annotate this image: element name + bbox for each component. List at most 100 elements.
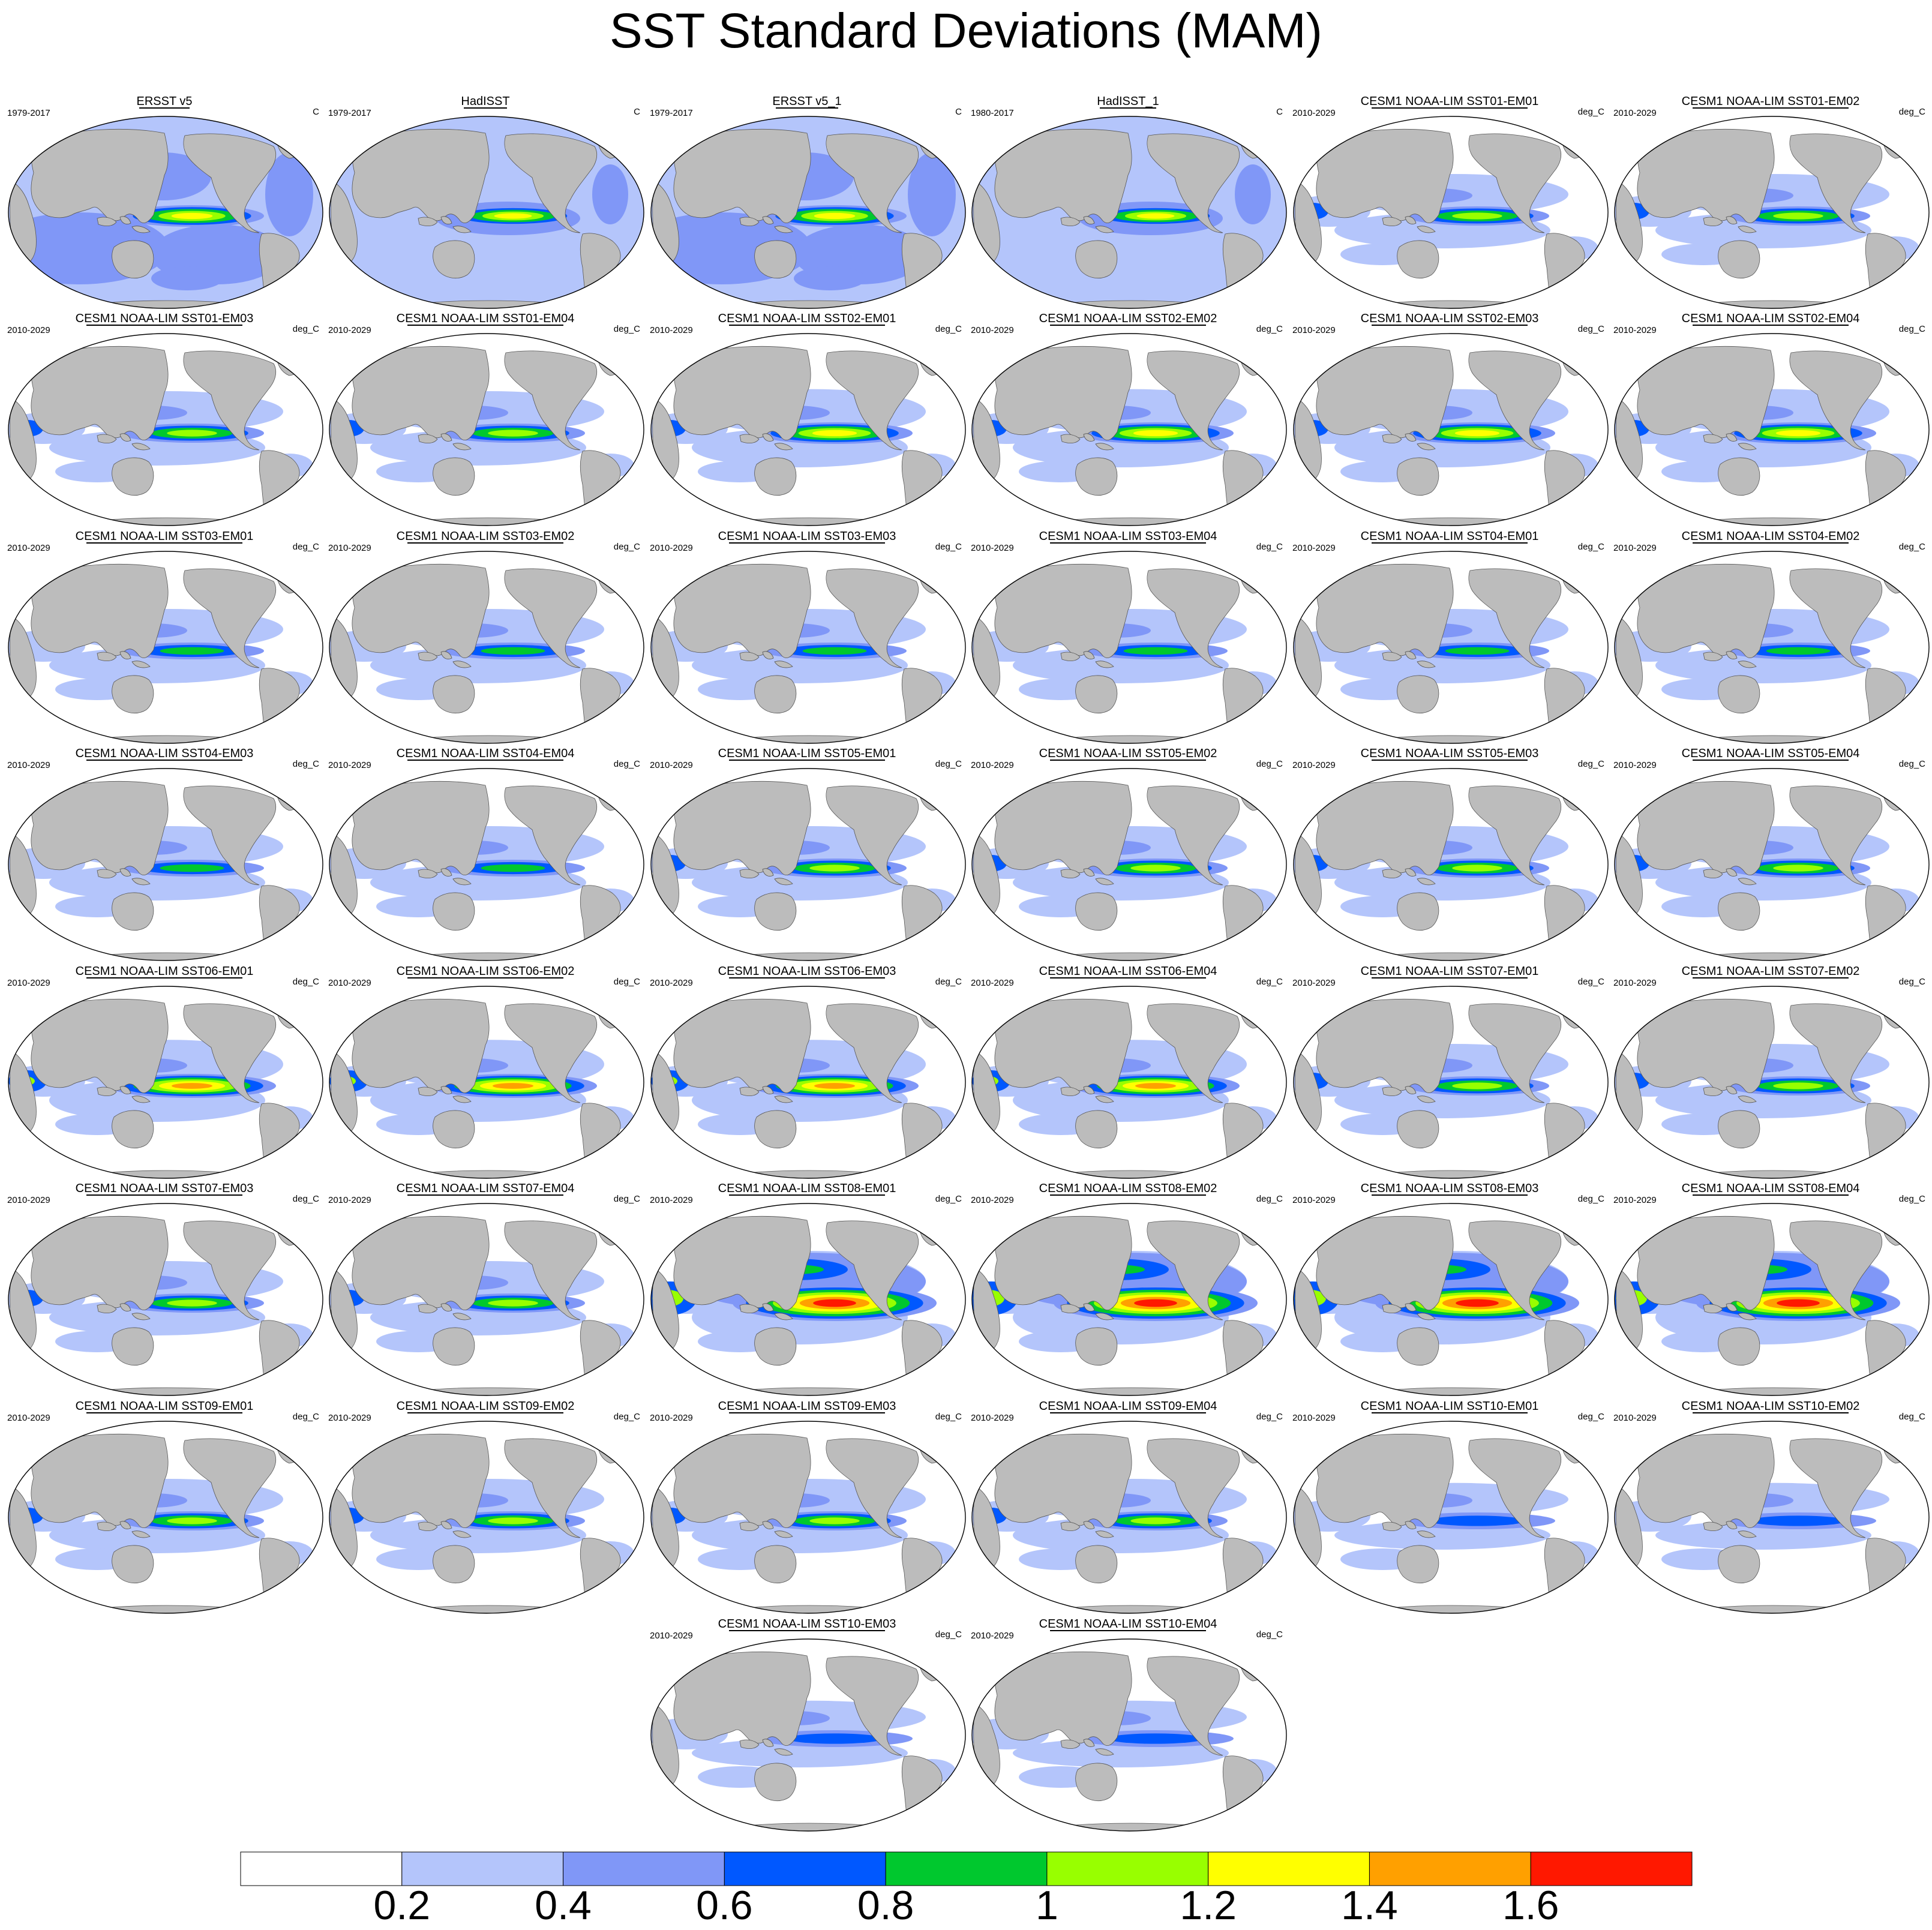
land-mass xyxy=(1095,1095,1114,1103)
map-panel: CESM1 NOAA-LIM SST05-EM03 2010-2029 deg_C xyxy=(1289,747,1610,964)
map-border xyxy=(329,116,644,309)
colorbar-swatch xyxy=(1046,1851,1209,1886)
land-mass xyxy=(1738,1313,1757,1320)
land-mass xyxy=(30,781,169,875)
map-plot xyxy=(650,1421,966,1614)
panel-title: CESM1 NOAA-LIM SST03-EM03 xyxy=(718,530,896,543)
land-mass xyxy=(1095,1313,1114,1320)
panel-period: 2010-2029 xyxy=(1613,760,1657,770)
land-mass xyxy=(774,1530,793,1538)
panel-units: deg_C xyxy=(1256,1412,1283,1422)
panel-units: deg_C xyxy=(1256,542,1283,552)
panel-period: 2010-2029 xyxy=(650,325,693,335)
land-mass xyxy=(30,1433,169,1528)
land-mass xyxy=(1397,1327,1439,1366)
land-mass xyxy=(994,1215,1132,1310)
land-mass xyxy=(1075,1545,1118,1584)
panel-period: 2010-2029 xyxy=(1613,108,1657,118)
map-border xyxy=(650,768,966,961)
land-mass xyxy=(112,675,154,714)
land-mass xyxy=(452,1530,472,1538)
sst-contour xyxy=(1750,1515,1846,1526)
map-border xyxy=(971,1638,1287,1832)
land-mass xyxy=(131,443,151,451)
land-mass xyxy=(1417,1313,1436,1320)
map-plot xyxy=(329,333,644,526)
sst-contour xyxy=(1130,1517,1181,1524)
panel-units: deg_C xyxy=(1256,1194,1283,1204)
panel-title: CESM1 NOAA-LIM SST07-EM04 xyxy=(396,1182,575,1195)
sst-contour xyxy=(809,865,860,872)
map-plot xyxy=(971,1421,1287,1614)
land-mass xyxy=(1397,240,1439,279)
panel-units: deg_C xyxy=(613,542,640,552)
land-mass xyxy=(754,1763,797,1802)
land-mass xyxy=(1083,1739,1095,1747)
map-plot xyxy=(8,333,323,526)
land-mass xyxy=(1405,1521,1417,1529)
land-mass xyxy=(440,1303,452,1311)
land-mass xyxy=(131,1095,151,1103)
panel-units: deg_C xyxy=(1898,759,1925,769)
panel-title-underline xyxy=(407,977,563,978)
map-panel: CESM1 NOAA-LIM SST09-EM03 2010-2029 deg_C xyxy=(646,1400,968,1617)
land-mass xyxy=(1147,133,1240,233)
land-mass xyxy=(1718,1110,1760,1149)
land-mass xyxy=(826,1656,919,1756)
map-border xyxy=(650,551,966,744)
map-border xyxy=(1293,333,1609,526)
land-mass xyxy=(762,1086,774,1094)
land-mass xyxy=(1382,652,1402,662)
sst-contour xyxy=(265,152,313,236)
map-border xyxy=(8,1421,323,1614)
land-mass xyxy=(131,661,151,668)
land-mass xyxy=(183,568,277,668)
panel-title: CESM1 NOAA-LIM SST02-EM01 xyxy=(718,312,896,325)
panel-title: CESM1 NOAA-LIM SST10-EM03 xyxy=(718,1617,896,1631)
land-mass xyxy=(1075,1327,1118,1366)
land-mass xyxy=(1083,433,1095,442)
land-mass xyxy=(826,1438,919,1538)
land-mass xyxy=(774,1095,793,1103)
land-mass xyxy=(97,869,117,879)
colorbar-swatch xyxy=(401,1851,564,1886)
land-mass xyxy=(351,781,490,875)
panel-period: 2010-2029 xyxy=(1292,325,1336,335)
land-mass xyxy=(1382,217,1402,227)
sst-contour xyxy=(1130,865,1181,872)
land-mass xyxy=(1095,1530,1114,1538)
panel-period: 2010-2029 xyxy=(1613,978,1657,988)
panel-units: C xyxy=(955,107,962,117)
sst-contour xyxy=(481,864,545,872)
map-plot xyxy=(1614,1203,1930,1396)
map-plot xyxy=(8,986,323,1179)
panel-period: 2010-2029 xyxy=(650,760,693,770)
land-mass xyxy=(673,1651,811,1746)
map-panel: CESM1 NOAA-LIM SST08-EM04 2010-2029 deg_C xyxy=(1610,1182,1931,1399)
land-mass xyxy=(1315,781,1454,875)
panel-period: 2010-2029 xyxy=(971,978,1014,988)
map-border xyxy=(971,986,1287,1179)
land-mass xyxy=(994,1651,1132,1746)
panel-title-underline xyxy=(139,107,190,109)
land-mass xyxy=(440,868,452,877)
land-mass xyxy=(504,1220,598,1320)
land-mass xyxy=(1095,443,1114,451)
land-mass xyxy=(1468,1438,1562,1538)
land-mass xyxy=(673,1433,811,1528)
land-mass xyxy=(754,1110,797,1149)
panel-title-underline xyxy=(86,1412,242,1413)
land-mass xyxy=(1636,998,1775,1093)
map-plot xyxy=(329,551,644,744)
map-panel: CESM1 NOAA-LIM SST07-EM03 2010-2029 deg_C xyxy=(4,1182,325,1399)
land-mass xyxy=(504,1003,598,1103)
map-panel: CESM1 NOAA-LIM SST05-EM02 2010-2029 deg_C xyxy=(967,747,1289,964)
map-border xyxy=(329,1203,644,1396)
land-mass xyxy=(433,240,475,279)
map-panel: CESM1 NOAA-LIM SST10-EM02 2010-2029 deg_C xyxy=(1610,1400,1931,1617)
panel-units: deg_C xyxy=(1577,324,1604,334)
panel-title-underline xyxy=(1693,542,1849,544)
map-border xyxy=(1614,551,1930,744)
map-border xyxy=(8,551,323,744)
panel-title-underline xyxy=(1372,977,1528,978)
